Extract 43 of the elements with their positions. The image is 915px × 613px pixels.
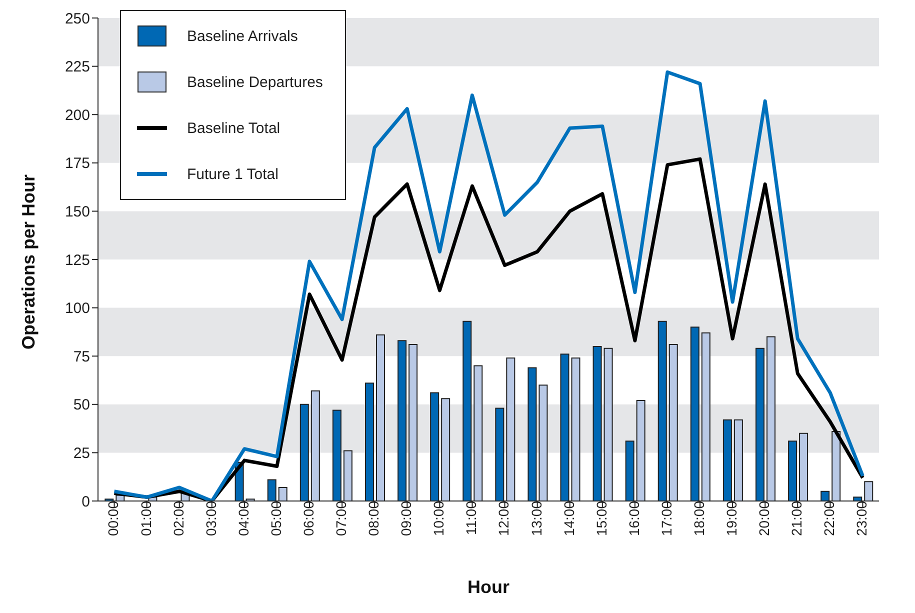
legend-label: Baseline Total [187, 120, 280, 136]
x-tick-label: 10:00 [430, 500, 447, 536]
y-tick-label: 100 [64, 300, 90, 318]
x-tick-label: 23:00 [854, 500, 870, 536]
y-tick-label: 0 [82, 493, 90, 510]
x-tick-label: 03:00 [202, 500, 219, 536]
x-tick-label: 18:00 [690, 500, 707, 536]
x-tick-label: 07:00 [333, 500, 350, 536]
y-tick-label: 150 [64, 204, 90, 221]
x-tick-label: 22:00 [821, 500, 838, 536]
y-tick-label: 225 [64, 58, 90, 76]
y-tick-label: 200 [64, 106, 90, 124]
line-series [112, 157, 864, 501]
x-tick-label: 02:00 [170, 500, 186, 536]
x-tick-label: 05:00 [268, 500, 284, 536]
y-tick-label: 75 [73, 348, 90, 366]
x-tick-label: 08:00 [366, 500, 382, 536]
y-tick-label: 25 [73, 445, 90, 462]
y-tick-label: 175 [64, 155, 90, 172]
x-tick-label: 00:00 [105, 500, 122, 536]
x-axis-title: Hour [468, 577, 510, 597]
x-tick-label: 17:00 [658, 500, 674, 536]
x-tick-label: 11:00 [463, 500, 480, 535]
legend-label: Baseline Arrivals [187, 28, 298, 44]
x-tick-label: 06:00 [300, 500, 316, 536]
x-tick-label: 13:00 [528, 500, 544, 536]
x-tick-label: 19:00 [724, 500, 740, 536]
x-tick-label: 04:00 [235, 500, 252, 536]
x-tick-label: 14:00 [560, 500, 577, 536]
x-tick-label: 01:00 [138, 500, 154, 536]
line-series [112, 70, 864, 501]
y-tick-label: 50 [73, 396, 90, 414]
y-tick-label: 250 [64, 10, 90, 28]
y-tick-label: 125 [64, 252, 90, 269]
x-tick-label: 20:00 [756, 500, 772, 536]
legend-label: Baseline Departures [187, 74, 323, 90]
x-tick-label: 16:00 [626, 500, 642, 536]
legend-label: Future 1 Total [187, 166, 278, 182]
y-axis-title: Operations per Hour [18, 174, 38, 350]
x-tick-label: 09:00 [398, 500, 414, 536]
x-tick-label: 12:00 [496, 500, 512, 536]
x-tick-label: 21:00 [788, 500, 805, 536]
x-tick-label: 15:00 [593, 500, 610, 536]
